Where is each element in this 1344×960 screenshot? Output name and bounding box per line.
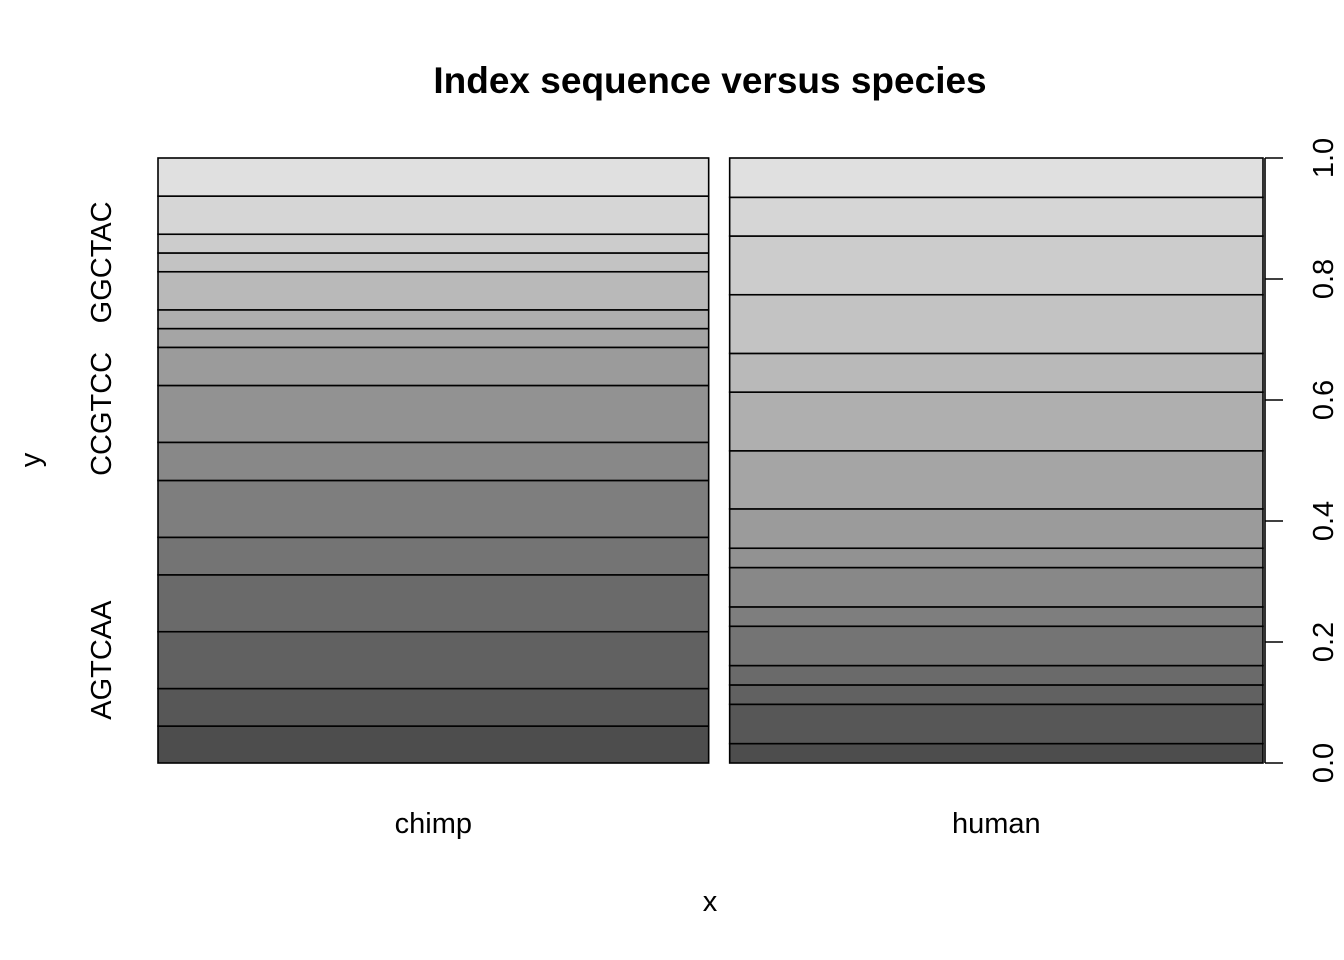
segment-human-4	[728, 625, 1264, 667]
segment-human-2	[728, 684, 1264, 706]
right-axis-tick-label: 0.8	[1308, 259, 1340, 299]
right-axis-tick-label: 0.4	[1308, 501, 1340, 541]
segment-human-10	[728, 391, 1264, 452]
segment-human-1	[728, 703, 1264, 745]
left-y-tick-label: AGTCAA	[86, 600, 118, 720]
y-axis-label: y	[15, 452, 47, 467]
segment-human-11	[728, 352, 1264, 393]
x-tick-label-chimp: chimp	[395, 808, 472, 840]
segment-chimp-0	[157, 725, 710, 764]
segment-chimp-11	[157, 270, 710, 311]
segment-chimp-1	[157, 687, 710, 727]
x-axis-label: x	[703, 886, 718, 918]
segment-human-12	[728, 293, 1264, 355]
segment-chimp-9	[157, 327, 710, 349]
segment-chimp-12	[157, 252, 710, 273]
segment-human-15	[728, 157, 1264, 199]
segment-chimp-14	[157, 195, 710, 236]
segment-chimp-8	[157, 346, 710, 387]
segment-human-13	[728, 235, 1264, 296]
segment-human-9	[728, 450, 1264, 510]
segment-human-7	[728, 547, 1264, 569]
segment-human-8	[728, 508, 1264, 550]
segment-chimp-6	[157, 441, 710, 482]
left-y-tick-labels: AGTCAA CCGTCC GGCTAC	[86, 201, 118, 719]
right-axis-tick-label: 0.6	[1308, 380, 1340, 420]
segment-human-5	[728, 606, 1264, 628]
right-axis-tick-label: 0.2	[1308, 622, 1340, 662]
left-y-tick-label: GGCTAC	[86, 201, 118, 323]
segment-chimp-2	[157, 630, 710, 690]
segment-chimp-4	[157, 536, 710, 576]
right-axis-tick-label: 1.0	[1308, 138, 1340, 178]
segment-human-14	[728, 196, 1264, 237]
segment-chimp-13	[157, 233, 710, 254]
x-tick-labels: chimp human	[395, 808, 1041, 840]
segment-chimp-7	[157, 384, 710, 444]
segment-human-0	[728, 742, 1264, 764]
segment-chimp-5	[157, 479, 710, 539]
bars-group	[157, 157, 1264, 764]
right-axis-tick-label: 0.0	[1308, 743, 1340, 783]
right-y-axis: 0.0 0.2 0.4 0.6 0.8 1.0	[1264, 138, 1340, 783]
segment-chimp-10	[157, 309, 710, 330]
left-y-tick-label: CCGTCC	[86, 352, 118, 476]
chart-title: Index sequence versus species	[433, 60, 986, 101]
x-tick-label-human: human	[952, 808, 1041, 840]
segment-human-6	[728, 566, 1264, 608]
segment-chimp-3	[157, 574, 710, 633]
segment-chimp-15	[157, 157, 710, 197]
segment-human-3	[728, 664, 1264, 686]
